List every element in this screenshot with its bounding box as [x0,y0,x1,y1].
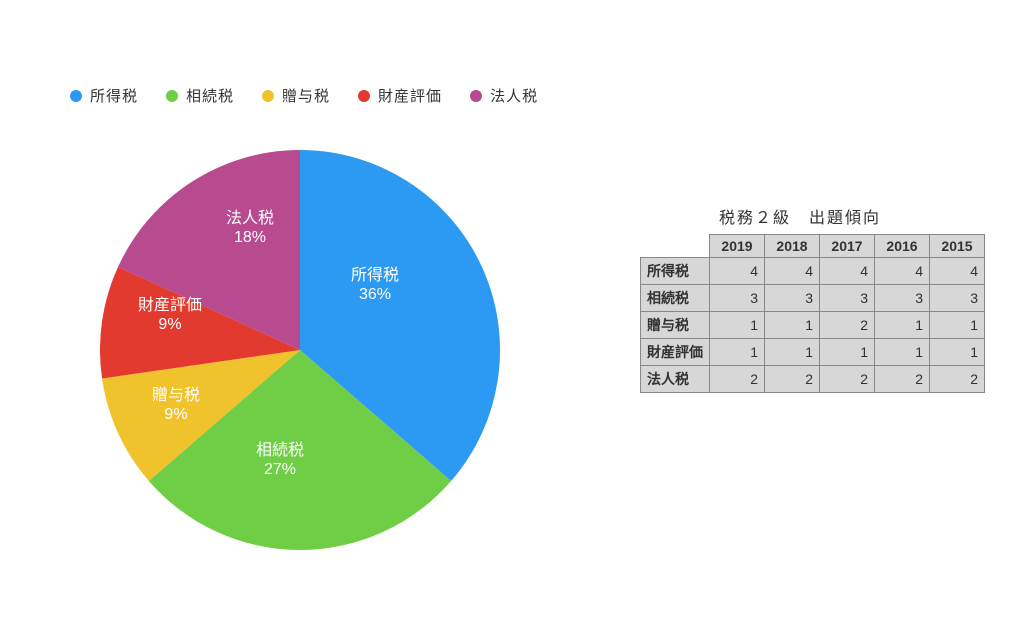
table-row-header: 法人税 [641,366,710,393]
table-cell: 3 [930,285,985,312]
table-cell: 4 [930,258,985,285]
legend-swatch [470,90,482,102]
table-row-header: 財産評価 [641,339,710,366]
table-title: 税務２級 出題傾向 [640,204,960,228]
legend-swatch [70,90,82,102]
table-col-header: 2016 [875,235,930,258]
table-row-header: 所得税 [641,258,710,285]
table-cell: 3 [765,285,820,312]
legend-item: 贈与税 [262,85,330,106]
table-cell: 1 [820,339,875,366]
legend-swatch [358,90,370,102]
legend-item: 所得税 [70,85,138,106]
table-cell: 1 [765,339,820,366]
table-cell: 1 [710,339,765,366]
table-cell: 4 [710,258,765,285]
figure-canvas: { "legend": { "items": [ { "label": "所得税… [0,0,1024,625]
table-cell: 3 [710,285,765,312]
table-block: 税務２級 出題傾向 2019 2018 2017 2016 2015 所得税44… [640,204,960,393]
table-row: 贈与税11211 [641,312,985,339]
legend-label: 相続税 [186,85,234,106]
legend-label: 贈与税 [282,85,330,106]
table-cell: 1 [710,312,765,339]
table-cell: 1 [875,339,930,366]
table-cell: 1 [930,312,985,339]
table-cell: 4 [765,258,820,285]
table-row-header: 相続税 [641,285,710,312]
table-row: 法人税22222 [641,366,985,393]
table-header-row: 2019 2018 2017 2016 2015 [641,235,985,258]
table-row-header: 贈与税 [641,312,710,339]
table-cell: 2 [820,312,875,339]
table-cell: 1 [765,312,820,339]
legend-item: 法人税 [470,85,538,106]
data-table: 2019 2018 2017 2016 2015 所得税44444相続税3333… [640,234,985,393]
table-corner-cell [641,235,710,258]
legend-item: 財産評価 [358,85,442,106]
legend-swatch [166,90,178,102]
legend-label: 法人税 [490,85,538,106]
table-col-header: 2015 [930,235,985,258]
legend-item: 相続税 [166,85,234,106]
table-cell: 4 [820,258,875,285]
table-row: 財産評価11111 [641,339,985,366]
table-cell: 2 [875,366,930,393]
table-row: 相続税33333 [641,285,985,312]
table-cell: 3 [820,285,875,312]
table-cell: 3 [875,285,930,312]
legend-label: 財産評価 [378,85,442,106]
table-col-header: 2018 [765,235,820,258]
table-col-header: 2017 [820,235,875,258]
table-cell: 1 [875,312,930,339]
table-cell: 2 [765,366,820,393]
table-cell: 1 [930,339,985,366]
pie-chart: 所得税36%相続税27%贈与税9%財産評価9%法人税18% [100,150,500,550]
table-cell: 4 [875,258,930,285]
table-cell: 2 [820,366,875,393]
legend-swatch [262,90,274,102]
legend-label: 所得税 [90,85,138,106]
table-cell: 2 [930,366,985,393]
table-row: 所得税44444 [641,258,985,285]
pie-svg [100,150,500,550]
table-cell: 2 [710,366,765,393]
table-col-header: 2019 [710,235,765,258]
legend: 所得税 相続税 贈与税 財産評価 法人税 [70,85,538,106]
